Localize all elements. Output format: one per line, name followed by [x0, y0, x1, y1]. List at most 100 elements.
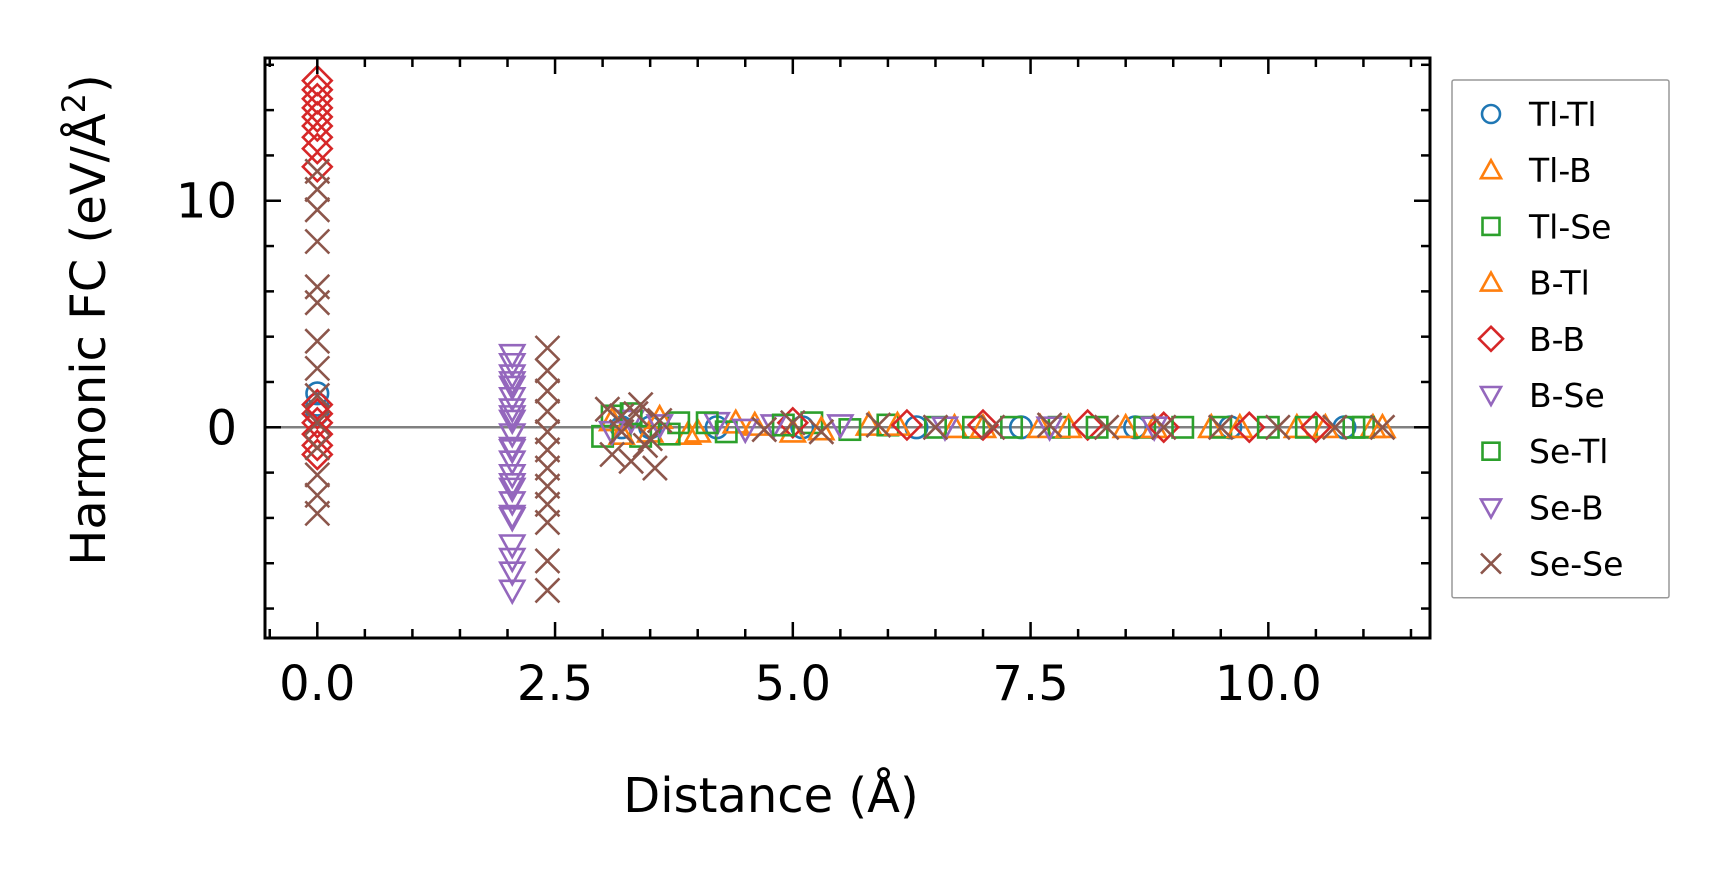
- data-point: [1321, 414, 1348, 441]
- legend-marker: [1477, 324, 1505, 353]
- data-point: [301, 438, 334, 471]
- data-point: [594, 396, 621, 423]
- legend-marker: [1478, 157, 1504, 180]
- data-point: [646, 407, 673, 434]
- data-point: [1071, 408, 1104, 442]
- data-point: [1207, 414, 1234, 441]
- data-point: [1209, 415, 1233, 439]
- data-point: [1025, 412, 1055, 439]
- data-point: [1150, 414, 1177, 441]
- legend-item: Se-Tl: [1481, 432, 1608, 471]
- data-point: [1171, 415, 1195, 439]
- data-point: [1369, 414, 1396, 441]
- data-point: [301, 91, 334, 125]
- data-point: [740, 410, 769, 436]
- axes: 0.0 2.5 5.0 7.5 10.0 0 10: [176, 56, 1432, 712]
- legend-label: B-Tl: [1529, 264, 1590, 303]
- x-tick-label: 10.0: [1215, 656, 1322, 712]
- legend-label: B-Se: [1529, 376, 1605, 415]
- legend-marker: [1478, 269, 1504, 292]
- legend-label: Se-Se: [1529, 545, 1623, 584]
- data-point: [304, 158, 331, 185]
- data-point: [1036, 412, 1063, 438]
- plot-frame: [263, 56, 1432, 640]
- data-point: [890, 408, 924, 442]
- data-point: [498, 439, 527, 465]
- data-point: [534, 509, 561, 536]
- data-point: [826, 414, 855, 440]
- x-tick-label: 7.5: [992, 656, 1068, 712]
- data-point: [534, 378, 561, 404]
- data-point: [1342, 415, 1366, 439]
- data-point: [301, 82, 334, 116]
- data-point: [807, 414, 836, 441]
- data-point: [779, 409, 806, 436]
- data-point: [534, 577, 561, 604]
- data-point: [883, 410, 912, 436]
- x-tick-label: 0.0: [279, 656, 355, 712]
- data-point: [1299, 411, 1333, 444]
- legend-item: B-Se: [1478, 376, 1605, 415]
- data-point: [498, 343, 527, 370]
- y-tick-label: 0: [206, 400, 237, 456]
- legend-marker: [1480, 552, 1502, 575]
- data-point: [1035, 416, 1064, 442]
- data-point: [1294, 415, 1318, 439]
- data-point: [304, 355, 331, 382]
- data-point: [534, 548, 561, 574]
- data-point: [498, 463, 527, 490]
- data-point: [301, 132, 334, 165]
- data-point: [301, 397, 334, 430]
- data-point: [498, 405, 527, 431]
- data-point: [498, 450, 527, 476]
- data-point: [1111, 412, 1140, 439]
- data-point: [304, 196, 331, 223]
- data-point: [498, 491, 527, 517]
- data-point: [979, 414, 1006, 441]
- data-point: [498, 371, 527, 397]
- legend-label: Tl-Tl: [1528, 95, 1597, 134]
- data-point: [304, 176, 331, 203]
- data-point: [608, 418, 635, 445]
- data-point: [498, 477, 527, 504]
- data-point: [304, 228, 331, 255]
- data-point: [301, 121, 334, 154]
- data-point: [498, 561, 527, 587]
- legend-label: Tl-Se: [1528, 207, 1611, 246]
- legend-marker: [1481, 441, 1501, 462]
- legend-item: Tl-B: [1478, 151, 1592, 190]
- data-point: [498, 409, 527, 436]
- data-point: [1264, 414, 1291, 441]
- data-point: [304, 382, 331, 409]
- legend: Tl-Tl Tl-B Tl-Se B-Tl B-B B-Se Se-Tl Se-B Se-Se: [1451, 79, 1670, 599]
- data-point: [865, 412, 892, 438]
- data-point: [534, 398, 561, 425]
- data-point: [301, 100, 334, 134]
- x-axis-label: Distance (Å): [623, 767, 918, 824]
- data-point: [498, 423, 527, 449]
- y-axis-label-superscript: 2: [55, 93, 93, 113]
- legend-label: Tl-B: [1528, 151, 1592, 190]
- plot-marks: [265, 64, 1430, 606]
- data-point: [940, 412, 969, 439]
- legend-label: B-B: [1529, 320, 1585, 359]
- data-point: [534, 437, 561, 463]
- y-tick-label: 10: [176, 174, 237, 230]
- data-point: [304, 289, 331, 316]
- data-point: [301, 429, 334, 462]
- data-point: [534, 335, 561, 361]
- data-point: [1093, 414, 1120, 441]
- data-point: [304, 409, 331, 436]
- series-se-b: [498, 371, 1169, 533]
- legend-item: B-Tl: [1478, 264, 1590, 303]
- data-point: [498, 547, 527, 574]
- y-axis-label-close: ): [61, 74, 117, 93]
- data-point: [808, 418, 835, 445]
- data-point: [534, 418, 561, 445]
- data-point: [731, 418, 760, 445]
- legend-marker: [1478, 385, 1504, 408]
- legend-item: Tl-Tl: [1480, 95, 1597, 134]
- data-point: [695, 411, 719, 435]
- x-tick-label: 5.0: [755, 656, 831, 712]
- data-point: [534, 455, 561, 481]
